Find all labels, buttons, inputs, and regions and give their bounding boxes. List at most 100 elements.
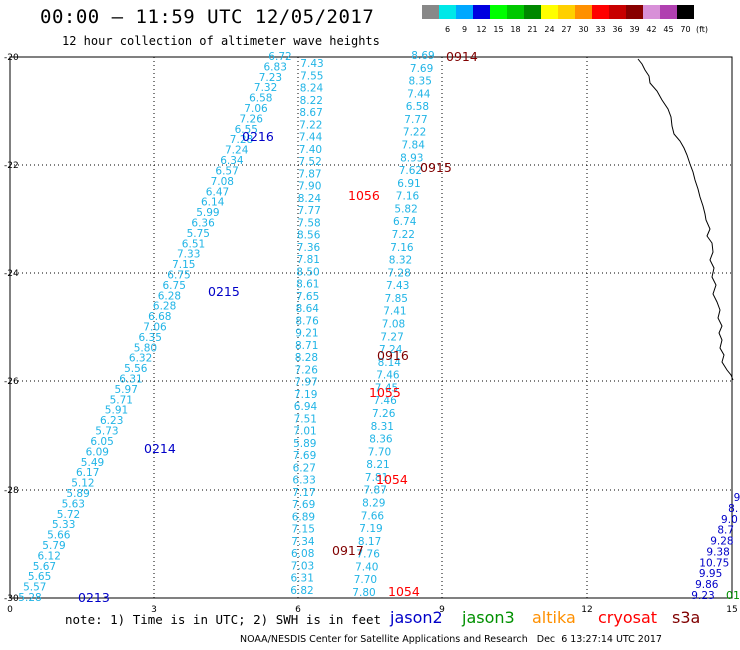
swh-value: 8.14 bbox=[378, 357, 402, 369]
swh-value: 9.38 bbox=[706, 546, 729, 558]
colorbar-label: 12 bbox=[476, 25, 487, 34]
swh-value: 7.06 bbox=[143, 322, 167, 334]
footer-credit: NOAA/NESDIS Center for Satellite Applica… bbox=[240, 634, 662, 645]
swh-value: 8.71 bbox=[295, 340, 318, 352]
swh-value: 5.28 bbox=[18, 592, 41, 604]
y-tick-label: -20 bbox=[4, 53, 19, 63]
swh-value: 8.29 bbox=[362, 498, 385, 510]
swh-value: 5.56 bbox=[124, 363, 148, 375]
swh-value: 7.97 bbox=[294, 377, 317, 389]
swh-value: 7.55 bbox=[300, 70, 323, 82]
swh-value: 7.22 bbox=[392, 229, 415, 241]
swh-value: 7.46 bbox=[373, 395, 397, 407]
swh-value: 7.70 bbox=[354, 574, 377, 586]
swh-value: 9 bbox=[734, 492, 740, 504]
swh-value: 7.34 bbox=[291, 536, 315, 548]
swh-value: 6.75 bbox=[167, 270, 190, 282]
page-subtitle: 12 hour collection of altimeter wave hei… bbox=[62, 34, 380, 48]
swh-value: 8.64 bbox=[296, 303, 320, 315]
swh-value: 7.87 bbox=[298, 168, 321, 180]
colorbar-label: 42 bbox=[646, 25, 657, 34]
swh-value: 6.57 bbox=[215, 165, 238, 177]
swh-value: 9.95 bbox=[699, 568, 722, 580]
swh-value: 5.71 bbox=[110, 394, 133, 406]
swh-value: 8.24 bbox=[298, 193, 322, 205]
colorbar-swatch bbox=[524, 5, 541, 19]
swh-value: 6.82 bbox=[290, 585, 313, 597]
swh-value: 5.89 bbox=[293, 438, 316, 450]
colorbar-swatch bbox=[677, 5, 694, 19]
swh-value: 7.16 bbox=[396, 191, 420, 203]
pass-time-label: 1056 bbox=[348, 188, 380, 203]
swh-value: 7.81 bbox=[365, 472, 388, 484]
swh-value: 9.28 bbox=[710, 536, 733, 548]
swh-value: 7.76 bbox=[357, 549, 381, 561]
swh-value: 5.72 bbox=[57, 509, 80, 521]
swh-value: 7.41 bbox=[383, 306, 406, 318]
colorbar-label: 9 bbox=[461, 25, 468, 34]
swh-value: 8.56 bbox=[297, 230, 321, 242]
swh-value: 5.80 bbox=[134, 342, 157, 354]
swh-value: 8. bbox=[728, 503, 738, 515]
swh-value: 7.08 bbox=[211, 176, 234, 188]
swh-value: 7.44 bbox=[299, 132, 323, 144]
swh-value: 8.31 bbox=[371, 421, 394, 433]
pass-time-label: 1054 bbox=[376, 472, 408, 487]
y-tick-label: -28 bbox=[4, 486, 19, 496]
swh-value: 6.51 bbox=[182, 238, 205, 250]
swh-value: 8.50 bbox=[296, 266, 319, 278]
swh-value: 7.01 bbox=[293, 426, 316, 438]
satellite-legend-jason2: jason2 bbox=[390, 608, 443, 627]
swh-value: 7.58 bbox=[297, 217, 320, 229]
swh-value: 7.69 bbox=[410, 63, 433, 75]
swh-value: 6.09 bbox=[86, 446, 109, 458]
colorbar-label: 36 bbox=[612, 25, 623, 34]
swh-value: 7.46 bbox=[376, 370, 400, 382]
swh-value: 7.28 bbox=[230, 134, 253, 146]
pass-time-label: 0214 bbox=[144, 441, 176, 456]
swh-value: 6.28 bbox=[158, 290, 181, 302]
colorbar-swatch bbox=[507, 5, 524, 19]
swh-value: 7.77 bbox=[298, 205, 321, 217]
coastline-path bbox=[637, 58, 734, 381]
swh-value: 6.14 bbox=[201, 197, 225, 209]
swh-value: 7.32 bbox=[254, 82, 277, 94]
colorbar-swatch bbox=[575, 5, 592, 19]
y-tick-label: -26 bbox=[4, 377, 19, 387]
swh-value: 7.52 bbox=[298, 156, 321, 168]
colorbar-swatch bbox=[626, 5, 643, 19]
swh-value: 8.28 bbox=[295, 352, 318, 364]
colorbar-label: 27 bbox=[561, 25, 572, 34]
x-tick-label: 12 bbox=[581, 605, 592, 615]
axis-ticks: 0 3 6 9 12 15 -20 -22 -24 -26 -28 -30 bbox=[4, 53, 738, 615]
swh-value: 8.21 bbox=[366, 459, 389, 471]
y-tick-label: -24 bbox=[4, 269, 19, 279]
swh-value: 5.57 bbox=[23, 582, 46, 594]
swh-value: 5.82 bbox=[394, 203, 417, 215]
swh-value: 7.69 bbox=[293, 450, 316, 462]
swh-value: 6.35 bbox=[139, 332, 162, 344]
x-tick-label: 9 bbox=[439, 605, 445, 615]
colorbar-swatch bbox=[660, 5, 677, 19]
x-tick-label: 0 bbox=[7, 605, 13, 615]
swh-value: 01 bbox=[726, 589, 740, 602]
swh-value: 6.05 bbox=[90, 436, 113, 448]
swh-value: 7.15 bbox=[172, 259, 195, 271]
x-tick-label: 3 bbox=[151, 605, 157, 615]
swh-value: 6.68 bbox=[148, 311, 171, 323]
swh-value: 5.66 bbox=[47, 530, 71, 542]
swh-value: 8.7 bbox=[717, 525, 734, 537]
swh-value: 6.94 bbox=[294, 401, 318, 413]
swh-value: 7.08 bbox=[382, 319, 405, 331]
colorbar-swatch bbox=[541, 5, 558, 19]
swh-value: 6.27 bbox=[293, 462, 316, 474]
swh-value: 5.79 bbox=[42, 540, 65, 552]
swh-value: 6.47 bbox=[206, 186, 229, 198]
swh-value: 6.75 bbox=[163, 280, 186, 292]
swh-value: 8.67 bbox=[299, 107, 322, 119]
swh-value: 5.33 bbox=[52, 519, 75, 531]
swh-value: 6.58 bbox=[406, 101, 429, 113]
colorbar-label: 30 bbox=[578, 25, 589, 34]
swh-value: 7.19 bbox=[294, 389, 317, 401]
